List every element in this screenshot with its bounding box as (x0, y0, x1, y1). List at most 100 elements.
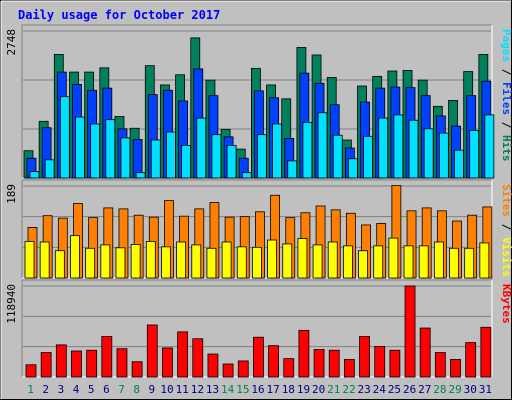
sites-bar (221, 241, 232, 279)
pages-bar (454, 149, 464, 179)
sites-bar (130, 244, 141, 279)
kbytes-bar (71, 350, 82, 378)
sites-bar (479, 242, 490, 279)
pages-bar (363, 135, 373, 179)
sites-bar (342, 245, 353, 279)
day-label: 24 (373, 383, 387, 396)
day-label: 12 (191, 383, 204, 396)
kbytes-bar (328, 349, 340, 378)
kbytes-bar (419, 327, 431, 378)
day-label: 23 (358, 383, 371, 396)
sites-bar (267, 239, 277, 279)
pages-bar (257, 134, 267, 179)
pages-bar (75, 116, 85, 179)
day-label: 8 (133, 383, 140, 396)
kbytes-bar (374, 345, 386, 378)
kbytes-bar (343, 359, 355, 378)
kbytes-bar (313, 349, 325, 378)
day-label: 26 (403, 383, 416, 396)
kbytes-bar (298, 329, 310, 378)
sites-bar (403, 245, 414, 279)
day-label: 18 (282, 383, 295, 396)
day-label: 21 (327, 383, 340, 396)
sites-bar (24, 241, 35, 279)
day-label: 1 (27, 383, 34, 396)
pages-bar (44, 159, 55, 179)
chart-panels: 2748 Pages / Files / Hits 189 Sites / Visit… (5, 24, 512, 378)
visits-panel-legend-part: / (500, 217, 512, 237)
pages-bar (332, 134, 343, 179)
sites-bar (252, 246, 262, 279)
visits-panel-legend: Sites / Visits (500, 184, 512, 277)
kbytes-bar (101, 336, 113, 378)
day-label: 14 (221, 383, 235, 396)
kbytes-bar (86, 349, 98, 378)
day-label: 27 (418, 383, 431, 396)
day-label: 9 (149, 383, 156, 396)
pages-bar (29, 171, 40, 179)
pages-bar (226, 144, 237, 179)
kbytes-panel: 118940 KBytes (5, 279, 512, 378)
sites-bar (373, 245, 384, 279)
sites-bar (54, 250, 65, 279)
sites-bar (206, 247, 217, 279)
chart-title: Daily usage for October 2017 (18, 8, 220, 22)
kbytes-bar (434, 352, 446, 378)
usage-panel: 2748 Pages / Files / Hits (5, 24, 512, 179)
day-label: 19 (297, 383, 310, 396)
day-label: 3 (58, 383, 65, 396)
kbytes-bar (404, 285, 416, 378)
day-label: 31 (479, 383, 492, 396)
sites-bar (115, 247, 126, 279)
kbytes-panel-legend: KBytes (500, 284, 512, 324)
sites-bar (176, 241, 187, 279)
kbytes-bar (450, 359, 461, 378)
pages-bar (408, 119, 419, 179)
sites-bar (191, 244, 202, 279)
usage-panel-legend-part: Pages (500, 29, 512, 62)
pages-bar (59, 96, 70, 179)
day-label: 2 (42, 383, 49, 396)
pages-bar (302, 121, 313, 179)
kbytes-panel-y-max-label: 118940 (5, 284, 18, 324)
sites-bar (145, 241, 156, 279)
sites-bar (100, 244, 111, 279)
pages-bar (166, 131, 176, 179)
pages-bar (469, 129, 480, 179)
pages-bar (135, 172, 146, 179)
pages-bar (211, 134, 222, 179)
sites-bar (433, 241, 444, 279)
kbytes-bar (222, 363, 234, 378)
kbytes-bar (237, 360, 249, 378)
day-label: 25 (388, 383, 401, 396)
visits-panel-y-max-label: 189 (5, 184, 18, 204)
sites-bar (39, 241, 50, 279)
pages-bar (181, 144, 192, 179)
day-labels: 1 2 3 4 5 6 7 8 9 10 11 12 13 14 15 16 17 18 19 20 21 22 23 24 2… (27, 383, 492, 396)
sites-bar (85, 247, 96, 279)
kbytes-bar (177, 331, 189, 378)
sites-bar (358, 250, 368, 279)
sites-bar (388, 237, 399, 279)
sites-bar (236, 246, 247, 279)
sites-bar (464, 247, 475, 279)
kbytes-bar (162, 347, 173, 378)
kbytes-bar (131, 361, 143, 378)
pages-bar (272, 123, 282, 179)
pages-bar (438, 132, 449, 179)
pages-bar (196, 117, 207, 179)
sites-bar (70, 235, 80, 279)
files-bar (132, 139, 143, 179)
day-label: 30 (464, 383, 477, 396)
day-label: 22 (342, 383, 355, 396)
pages-bar (241, 172, 252, 179)
pages-bar (347, 158, 358, 179)
pages-bar (287, 160, 298, 179)
day-label: 15 (236, 383, 249, 396)
day-label: 10 (160, 383, 173, 396)
kbytes-bar (268, 345, 279, 378)
day-label: 29 (448, 383, 461, 396)
usage-panel-y-max-label: 2748 (5, 29, 18, 56)
day-label: 20 (312, 383, 325, 396)
